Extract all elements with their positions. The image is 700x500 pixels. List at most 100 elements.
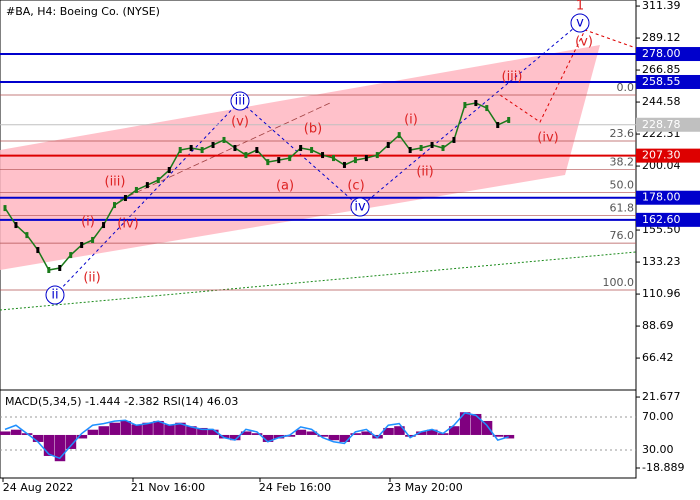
chart-title: #BA, H4: Boeing Co. (NYSE): [6, 5, 160, 18]
macd-bar: [470, 413, 482, 435]
candle: [255, 147, 259, 154]
candle: [463, 102, 467, 109]
macd-bar: [361, 431, 372, 435]
y-tick-label: 88.69: [642, 319, 674, 332]
macd-bar: [98, 426, 110, 435]
candle: [123, 195, 127, 202]
macd-bar: [0, 431, 11, 435]
wave-label: (b): [304, 122, 322, 137]
macd-bar: [186, 426, 197, 435]
macd-bar: [394, 426, 405, 435]
y-tick-label: 21.677: [642, 390, 681, 403]
macd-bar: [350, 433, 361, 435]
candle: [134, 186, 138, 193]
macd-bar: [32, 434, 44, 442]
level-label: 258.55: [642, 75, 681, 88]
macd-bar: [142, 422, 153, 435]
level-tag: [636, 148, 700, 163]
candle: [288, 155, 292, 162]
macd-bar: [251, 433, 263, 435]
indicator-label: MACD(5,34,5) -1.444 -2.382 RSI(14) 46.03: [5, 395, 238, 408]
wave-label: (iv): [117, 217, 138, 232]
y-tick-label: 266.85: [642, 63, 681, 76]
wave-label: (i): [81, 215, 95, 230]
level-label: 207.30: [642, 149, 681, 162]
macd-bar: [240, 431, 252, 435]
macd-bar: [328, 434, 339, 441]
level-label: 178.00: [642, 191, 681, 204]
level-tag: [636, 190, 700, 205]
macd-bar: [481, 420, 493, 435]
macd-bar: [229, 434, 241, 441]
candle: [167, 166, 171, 173]
y-tick-label: 311.39: [642, 0, 681, 12]
candle: [353, 157, 357, 164]
y-tick-label: 289.12: [642, 31, 681, 44]
candle: [408, 147, 412, 154]
level-tag: [636, 212, 700, 227]
candle: [397, 132, 401, 139]
x-tick-label: 24 Feb 16:00: [259, 481, 331, 494]
wave-label: iv: [354, 200, 366, 215]
macd-bar: [306, 431, 318, 435]
macd-bar: [416, 431, 427, 435]
candle: [321, 152, 325, 159]
wave-label: (iii): [105, 175, 126, 190]
y-tick-label: 244.58: [642, 95, 681, 108]
candle: [430, 141, 434, 148]
macd-bar: [262, 434, 274, 442]
macd-bar: [208, 429, 219, 435]
wave-label: (iv): [537, 131, 558, 146]
macd-bar: [339, 434, 350, 442]
y2-tick-label: 30.00: [642, 443, 674, 456]
macd-bar: [295, 429, 307, 435]
macd-bar: [76, 434, 88, 439]
fib-label: 50.0: [610, 179, 635, 192]
level-tag: [636, 74, 700, 89]
wave-label: (ii): [83, 271, 100, 286]
candle: [332, 155, 335, 162]
macd-bar: [109, 422, 120, 435]
wave-circle: [570, 13, 590, 33]
candle: [113, 202, 116, 209]
candle: [156, 177, 160, 184]
wave-circle: [45, 285, 65, 305]
wave-label: (ii): [416, 165, 433, 180]
fib-label: 61.8: [610, 202, 635, 215]
candle: [102, 222, 106, 229]
fib-label: 38.2: [610, 155, 635, 168]
candle: [299, 145, 303, 152]
candle: [310, 147, 314, 154]
candle: [364, 155, 368, 162]
level-tag: [636, 117, 700, 132]
candle: [485, 105, 489, 112]
candle: [244, 152, 248, 159]
candle: [342, 161, 346, 168]
macd-bar: [273, 434, 285, 439]
macd-bar: [175, 422, 186, 435]
fib-label: 76.0: [610, 229, 635, 242]
level-label: 278.00: [642, 47, 681, 60]
level-label: 228.78: [642, 118, 681, 131]
y2-tick-label: 70.00: [642, 410, 674, 423]
fib-label: 23.6: [610, 127, 635, 140]
candle: [266, 159, 270, 166]
macd-bar: [427, 429, 438, 435]
macd-bar: [43, 434, 55, 456]
candle: [25, 232, 29, 239]
level-tag: [636, 47, 700, 62]
wave-label: (v): [231, 115, 249, 130]
macd-bar: [131, 424, 142, 435]
macd-bar: [197, 427, 208, 435]
macd-bar: [54, 434, 66, 462]
y-tick-label: 133.23: [642, 255, 681, 268]
x-tick-label: 24 Aug 2022: [3, 481, 73, 494]
candle: [200, 147, 204, 154]
candle: [386, 141, 390, 148]
candle: [375, 152, 379, 159]
forecast-path: [499, 29, 637, 123]
candle: [222, 136, 226, 143]
candle: [178, 147, 182, 154]
